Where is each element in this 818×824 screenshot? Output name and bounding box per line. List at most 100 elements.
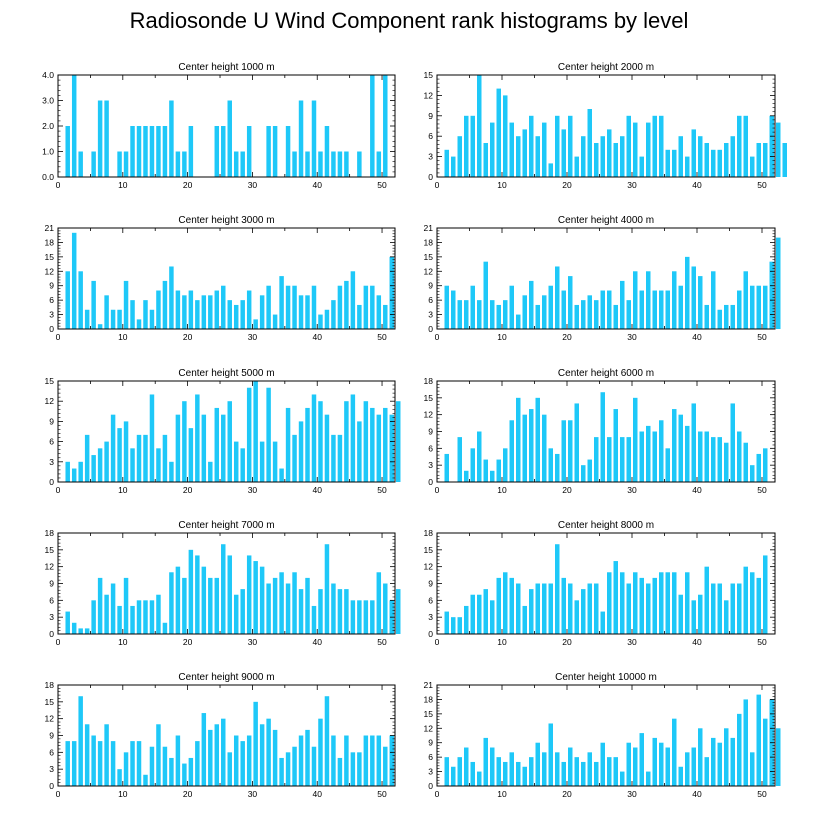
y-tick-label: 21	[424, 680, 434, 690]
y-tick-label: 0	[428, 477, 433, 487]
histogram-bar	[376, 572, 382, 634]
histogram-bar	[535, 136, 540, 177]
histogram-bar	[717, 583, 722, 634]
histogram-bar	[149, 394, 155, 482]
x-tick-label: 30	[248, 180, 258, 190]
y-tick-label: 15	[424, 70, 434, 80]
histogram-bar	[672, 572, 677, 634]
histogram-bar	[529, 757, 534, 786]
histogram-bar	[285, 407, 291, 482]
y-tick-label: 15	[45, 252, 55, 262]
y-tick-label: 1.0	[42, 147, 54, 157]
histogram-bar	[756, 694, 761, 786]
histogram-bar	[285, 583, 291, 634]
histogram-bar	[84, 309, 90, 329]
histogram-bar	[279, 276, 284, 329]
histogram-bar	[233, 151, 239, 177]
y-tick-label: 15	[424, 252, 434, 262]
histogram-bar	[730, 304, 735, 329]
histogram-bar	[259, 724, 265, 786]
histogram-bar	[516, 397, 521, 482]
histogram-bar	[298, 100, 304, 177]
y-tick-label: 4.0	[42, 70, 54, 80]
y-tick-label: 21	[45, 223, 55, 233]
histogram-bar	[383, 407, 388, 482]
histogram-bar	[626, 742, 631, 786]
histogram-bar	[91, 455, 96, 482]
y-tick-label: 0.0	[42, 172, 54, 182]
x-tick-label: 50	[757, 485, 767, 495]
histogram-bar	[305, 407, 310, 482]
histogram-bar	[318, 401, 323, 482]
histogram-bar	[324, 696, 330, 786]
x-tick-label: 30	[248, 485, 258, 495]
histogram-bar	[503, 300, 508, 329]
histogram-bar	[182, 401, 187, 482]
histogram-bar	[587, 109, 592, 177]
x-tick-label: 50	[377, 637, 387, 647]
y-tick-label: 3	[428, 767, 433, 777]
histogram-bar	[292, 285, 297, 329]
histogram-bar	[104, 594, 109, 634]
x-tick-label: 0	[56, 485, 61, 495]
histogram-bar	[685, 156, 690, 177]
x-tick-label: 50	[377, 332, 387, 342]
x-tick-label: 40	[312, 332, 322, 342]
histogram-bar	[503, 572, 508, 634]
histogram-bar	[574, 156, 579, 177]
panel-title: Center height 4000 m	[558, 215, 654, 226]
histogram-bar	[665, 448, 670, 482]
histogram-bar	[182, 577, 187, 634]
y-tick-label: 12	[424, 266, 434, 276]
x-tick-label: 10	[497, 180, 507, 190]
histogram-bar	[246, 555, 252, 634]
histogram-bar	[496, 757, 501, 786]
histogram-bar	[169, 757, 174, 786]
histogram-bar	[737, 290, 742, 329]
histogram-bar	[639, 577, 644, 634]
histogram-bar	[117, 151, 122, 177]
y-tick-label: 18	[424, 376, 434, 386]
histogram-bar	[337, 434, 343, 482]
histogram-bar	[542, 122, 547, 177]
histogram-bar	[370, 407, 375, 482]
histogram-bar	[169, 572, 174, 634]
histogram-bar	[730, 583, 735, 634]
histogram-bar	[117, 309, 122, 329]
histogram-bar	[659, 290, 664, 329]
histogram-bar	[253, 561, 258, 634]
histogram-bar	[298, 735, 304, 786]
histogram-bar	[344, 280, 349, 329]
histogram-bar	[698, 728, 703, 786]
histogram-bar	[363, 735, 369, 786]
histogram-bar	[652, 577, 657, 634]
histogram-bar	[548, 583, 553, 634]
histogram-bar	[201, 566, 207, 634]
histogram-bar	[331, 583, 336, 634]
histogram-bar	[324, 544, 330, 634]
histogram-bar	[350, 394, 356, 482]
histogram-bar	[240, 741, 245, 786]
histogram-bar	[535, 742, 540, 786]
x-tick-label: 20	[183, 637, 193, 647]
histogram-bar	[143, 126, 148, 177]
histogram-bar	[169, 461, 174, 482]
histogram-bar	[529, 409, 534, 482]
histogram-bar	[188, 428, 194, 482]
histogram-bar	[279, 572, 284, 634]
histogram-bar	[78, 151, 83, 177]
histogram-bar	[65, 611, 70, 634]
histogram-bar	[370, 735, 375, 786]
histogram-bar	[214, 126, 220, 177]
histogram-bar	[201, 295, 207, 329]
x-tick-label: 30	[627, 485, 637, 495]
histogram-bar	[678, 136, 683, 177]
x-tick-label: 50	[757, 332, 767, 342]
page-title: Radiosonde U Wind Component rank histogr…	[129, 8, 689, 33]
x-tick-label: 0	[56, 180, 61, 190]
histogram-bar	[737, 583, 742, 634]
histogram-bar	[240, 300, 245, 329]
x-tick-label: 50	[377, 485, 387, 495]
x-tick-label: 40	[312, 180, 322, 190]
histogram-bar	[464, 115, 469, 177]
